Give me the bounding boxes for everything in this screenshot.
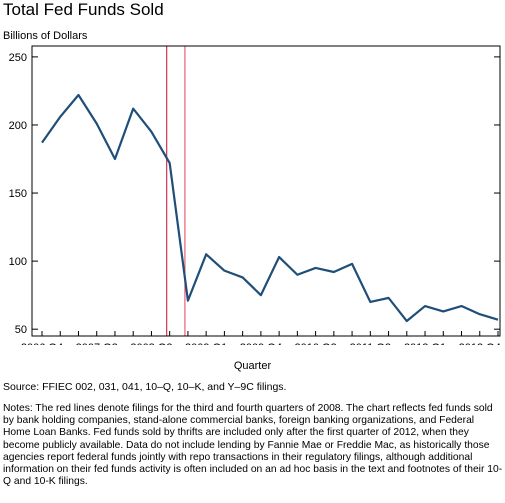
y-tick-label: 100 <box>9 256 27 268</box>
y-tick-label: 200 <box>9 120 27 132</box>
y-axis-unit-label: Billions of Dollars <box>3 30 88 42</box>
x-tick-label: 2012:Q4 <box>459 342 501 345</box>
x-tick-label: 2010:Q3 <box>294 342 336 345</box>
x-tick-label: 2009:Q4 <box>240 342 282 345</box>
reference-lines <box>166 46 186 336</box>
y-tick-label: 150 <box>9 188 27 200</box>
source-note: Source: FFIEC 002, 031, 041, 10–Q, 10–K,… <box>3 381 287 393</box>
x-axis-label: Quarter <box>233 360 272 372</box>
y-tick-label: 250 <box>9 52 27 64</box>
y-axis: 50 100 150 200 250 <box>9 52 500 336</box>
plot-frame <box>31 45 501 337</box>
x-tick-label: 2008:Q2 <box>130 342 172 345</box>
x-tick-label: 2011:Q2 <box>350 342 391 345</box>
x-tick-label: 2007:Q3 <box>76 342 118 345</box>
x-tick-label: 2012:Q1 <box>404 342 446 345</box>
series-line <box>41 93 499 323</box>
chart-title: Total Fed Funds Sold <box>3 0 164 19</box>
x-tick-label: 2009:Q1 <box>185 342 227 345</box>
x-axis: 2006:Q4 2007:Q3 2008:Q2 2009:Q1 2009:Q4 2010:… <box>21 331 501 345</box>
notes-text: Notes: The red lines denote filings for … <box>3 403 503 488</box>
x-tick-label: 2006:Q4 <box>21 342 63 345</box>
y-tick-label: 50 <box>15 324 27 336</box>
line-chart: 50 100 150 200 250 2006:Q4 2007:Q3 2008:Q2 2009… <box>9 45 501 345</box>
